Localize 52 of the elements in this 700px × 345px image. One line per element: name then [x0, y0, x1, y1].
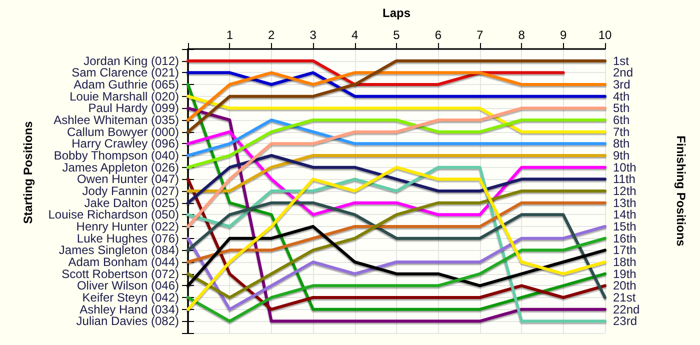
text: Jody Fannin (027) [82, 184, 179, 198]
x-tick-label: 9 [560, 28, 567, 42]
text: Adam Bonham (044) [68, 255, 179, 269]
y-tick-label: 20th [613, 278, 636, 293]
line-series [186, 201, 606, 264]
y-tick-label: 13th [613, 196, 636, 210]
text: Starting Positions [21, 120, 35, 224]
line-series [186, 118, 606, 157]
x-tick-label: 3 [310, 28, 317, 42]
y-tick-label: 10th [613, 160, 636, 174]
y-tick-label: 14th [613, 208, 636, 222]
x-tick-label: 6 [434, 28, 442, 42]
y-tick-label: 15th [613, 220, 636, 234]
x-tick-label: 5 [393, 28, 400, 42]
x-tick-label: 7 [476, 28, 484, 42]
x-tick-label: 4 [351, 28, 358, 42]
y-tick-label: 22nd [613, 302, 640, 316]
text: Keifer Steyn (042) [82, 290, 179, 304]
line-series [186, 154, 606, 204]
y-tick-label: 1st [613, 54, 630, 68]
y-tick-label: 23rd [613, 314, 638, 328]
x-tick-label: 10 [598, 28, 612, 42]
line-series [186, 59, 606, 134]
y-tick-label: 16th [613, 231, 636, 246]
text: Adam Guthrie (065) [74, 78, 179, 92]
x-tick-label: 2 [268, 28, 276, 42]
y-tick-label: 17th [613, 243, 636, 258]
line-series [186, 118, 606, 169]
y-tick-label: 8th [613, 136, 630, 151]
line-series [186, 225, 606, 311]
y-tick-label: 12th [613, 184, 636, 198]
y-tick-label: 5th [613, 101, 630, 116]
y-tick-label: 21st [613, 290, 636, 304]
y-tick-label: 9th [613, 148, 630, 162]
text: Bobby Thompson (040) [54, 148, 179, 162]
text: Henry Hunter (022) [76, 220, 179, 234]
y-tick-label: 2nd [613, 66, 634, 80]
y-tick-label: 4th [613, 89, 630, 104]
line-series [186, 106, 606, 228]
x-tick-label: 1 [226, 28, 234, 42]
y-tick-label: 19th [613, 266, 636, 281]
y-tick-label: 7th [613, 124, 630, 139]
line-series [186, 236, 606, 323]
y-tick-label: 11th [613, 172, 636, 186]
text: Jordan King (012) [84, 54, 180, 68]
x-tick-label: 8 [518, 28, 526, 42]
y-tick-label: 18th [613, 255, 636, 269]
y-axis-title: Finishing Positions [674, 136, 688, 247]
y-tick-label: 3rd [613, 78, 630, 92]
x-axis-title: Laps [382, 6, 411, 20]
text: Ashlee Whiteman (035) [54, 113, 180, 127]
y-tick-label: 6th [613, 113, 630, 127]
